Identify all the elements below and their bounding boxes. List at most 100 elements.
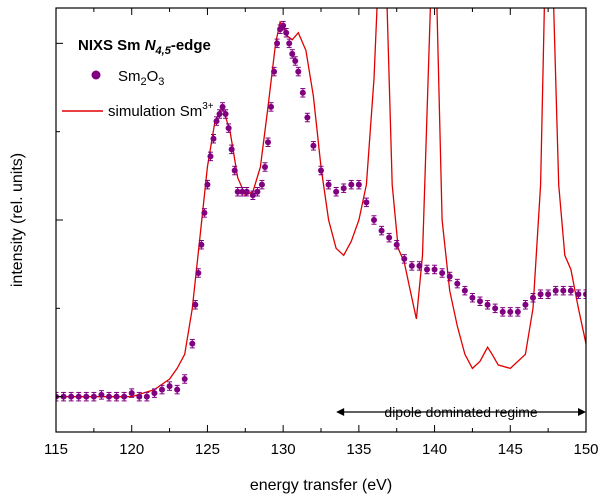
data-point bbox=[575, 289, 582, 299]
data-point bbox=[268, 102, 275, 112]
data-point bbox=[222, 109, 229, 119]
data-point bbox=[166, 381, 173, 391]
x-tick-label: 130 bbox=[271, 441, 296, 458]
data-point bbox=[386, 232, 393, 243]
annotation-title-italic: N bbox=[145, 37, 157, 54]
data-point bbox=[461, 285, 468, 296]
data-point bbox=[228, 144, 235, 155]
y-axis-title: intensity (rel. units) bbox=[9, 153, 26, 287]
data-point bbox=[530, 292, 536, 303]
data-point bbox=[181, 374, 188, 384]
data-point bbox=[310, 141, 317, 151]
data-point bbox=[560, 285, 567, 296]
data-point bbox=[192, 300, 199, 310]
data-point bbox=[439, 268, 446, 278]
legend-data-sub: 2 bbox=[141, 76, 147, 88]
data-point bbox=[98, 390, 105, 400]
legend-data-text: Sm bbox=[118, 68, 141, 85]
data-point bbox=[355, 179, 362, 190]
data-point bbox=[159, 384, 165, 395]
data-point bbox=[189, 338, 196, 349]
x-tick-label: 115 bbox=[44, 441, 68, 458]
data-point bbox=[280, 20, 287, 31]
data-point bbox=[484, 300, 491, 310]
data-points-layer bbox=[56, 20, 586, 402]
data-point bbox=[265, 137, 271, 148]
data-point bbox=[333, 186, 340, 197]
data-point bbox=[431, 264, 438, 275]
data-point bbox=[545, 289, 552, 299]
x-tick-label: 140 bbox=[422, 441, 447, 458]
data-point bbox=[552, 285, 559, 296]
x-axis-title: energy transfer (eV) bbox=[250, 477, 392, 494]
annotation-title-suffix: -edge bbox=[171, 37, 211, 54]
data-point bbox=[204, 179, 211, 190]
data-point bbox=[499, 307, 506, 317]
data-point bbox=[289, 49, 296, 59]
data-point bbox=[283, 27, 290, 38]
legend-label-data: Sm2O3 bbox=[118, 68, 164, 88]
data-point bbox=[239, 186, 246, 197]
x-tick-label: 125 bbox=[195, 441, 220, 458]
data-point bbox=[174, 384, 181, 395]
data-point bbox=[195, 268, 202, 278]
data-point bbox=[136, 391, 143, 402]
data-point bbox=[416, 261, 423, 271]
data-point bbox=[363, 197, 370, 208]
data-point bbox=[340, 183, 347, 193]
data-point bbox=[261, 162, 268, 172]
data-point bbox=[325, 179, 332, 190]
data-point bbox=[207, 151, 214, 162]
data-point bbox=[424, 264, 430, 275]
data-point bbox=[295, 66, 302, 77]
legend-sim-sup: 3+ bbox=[202, 101, 214, 112]
data-point bbox=[514, 307, 521, 317]
data-point bbox=[68, 391, 75, 402]
data-point bbox=[90, 391, 97, 402]
legend-marker-data bbox=[91, 70, 101, 80]
legend-sim-text: simulation Sm bbox=[108, 103, 202, 120]
regime-arrow-left-head bbox=[336, 408, 345, 416]
x-tick-label: 135 bbox=[346, 441, 371, 458]
data-point bbox=[234, 186, 241, 197]
legend-data-text2: O bbox=[147, 68, 159, 85]
legend: Sm2O3 simulation Sm3+ bbox=[62, 68, 214, 120]
legend-data-sub2: 3 bbox=[158, 76, 164, 88]
x-tick-label: 145 bbox=[498, 441, 523, 458]
x-tick-label: 120 bbox=[119, 441, 144, 458]
data-point bbox=[219, 102, 226, 112]
annotation-title-sub: 4,5 bbox=[155, 45, 172, 57]
data-point bbox=[60, 391, 67, 402]
x-tick-label: 150 bbox=[573, 441, 598, 458]
data-point bbox=[75, 391, 82, 402]
regime-label: dipole dominated regime bbox=[384, 404, 538, 420]
legend-label-simulation: simulation Sm3+ bbox=[108, 101, 214, 120]
data-point bbox=[318, 165, 324, 176]
simulation-line bbox=[56, 8, 586, 398]
annotation-title-main: NIXS Sm bbox=[78, 37, 145, 54]
data-point bbox=[477, 296, 483, 307]
data-point bbox=[469, 292, 476, 303]
data-point bbox=[286, 38, 293, 49]
regime-annotation: dipole dominated regime bbox=[336, 404, 586, 420]
data-point bbox=[583, 289, 586, 299]
data-point bbox=[83, 391, 90, 402]
data-point bbox=[231, 165, 238, 176]
data-point bbox=[113, 391, 120, 402]
data-point bbox=[106, 391, 112, 402]
data-point bbox=[198, 239, 205, 250]
data-point bbox=[446, 271, 453, 282]
data-point bbox=[408, 261, 415, 271]
data-point bbox=[348, 179, 355, 190]
data-point bbox=[401, 254, 408, 264]
data-point bbox=[213, 116, 220, 126]
data-point bbox=[299, 88, 306, 98]
data-point bbox=[143, 391, 150, 402]
data-point bbox=[492, 303, 499, 314]
data-point bbox=[274, 38, 281, 49]
data-point bbox=[216, 109, 223, 119]
data-point bbox=[210, 133, 217, 144]
data-point bbox=[121, 391, 128, 402]
data-point bbox=[393, 239, 400, 250]
